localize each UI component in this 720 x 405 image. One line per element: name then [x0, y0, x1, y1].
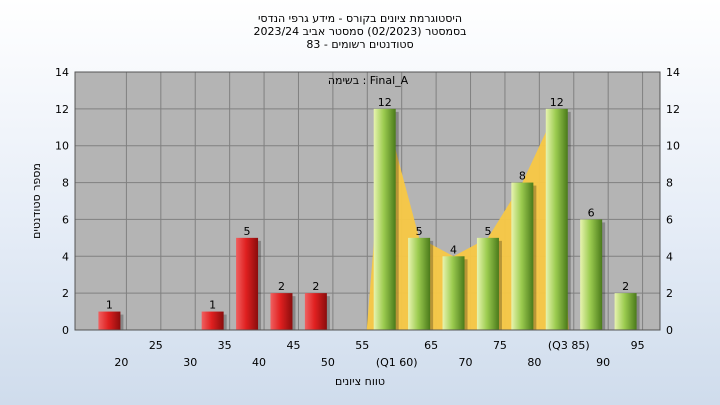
data-label-85: 12	[550, 96, 564, 109]
data-label-70: 4	[450, 243, 457, 256]
x-tick-lower: 30	[183, 356, 197, 369]
y-tick-left: 12	[55, 103, 69, 116]
y-tick-right: 10	[666, 140, 680, 153]
y-tick-left: 6	[62, 213, 69, 226]
x-tick-upper: 55	[355, 339, 369, 352]
bar-45	[270, 293, 293, 330]
y-tick-left: 4	[62, 250, 69, 263]
x-axis-label: טווח ציונים	[335, 375, 385, 388]
y-axis-label: מספר סטודנטים	[30, 163, 43, 239]
y-axis-right-ticks: 0 2 4 6 8 10 12 14	[666, 66, 680, 337]
bar-60	[373, 108, 396, 330]
data-label-75: 5	[484, 225, 491, 238]
data-labels-layer: 1 1 5 2 2 12 5 4 5 8 12 6 2	[106, 96, 629, 312]
x-tick-upper: 25	[149, 339, 163, 352]
data-label-35: 1	[209, 299, 216, 312]
x-tick-upper: 35	[218, 339, 232, 352]
plot-border	[74, 71, 661, 331]
chart-title-line-1: היסטוגרמת ציונים בקורס - מידע גרפי הנדסי	[258, 12, 462, 25]
y-axis-left-ticks: 0 2 4 6 8 10 12 14	[55, 66, 69, 337]
y-tick-left: 10	[55, 140, 69, 153]
x-tick-lower: 70	[459, 356, 473, 369]
y-tick-left: 8	[62, 177, 69, 190]
chart-title-line-3: 83 - סטודנטים רשומים	[306, 38, 413, 51]
bar-70	[442, 256, 465, 330]
bar-75	[476, 237, 499, 330]
bar-50	[304, 293, 327, 330]
data-label-45: 2	[278, 280, 285, 293]
y-tick-left: 2	[62, 287, 69, 300]
y-tick-left: 14	[55, 66, 69, 79]
x-tick-upper: (Q3 85)	[548, 339, 590, 352]
x-tick-upper: 75	[493, 339, 507, 352]
y-tick-right: 14	[666, 66, 680, 79]
x-tick-lower: 80	[527, 356, 541, 369]
bars-layer	[98, 108, 640, 330]
x-tick-lower: 40	[252, 356, 266, 369]
y-tick-right: 12	[666, 103, 680, 116]
data-label-20: 1	[106, 299, 113, 312]
data-label-90: 6	[588, 206, 595, 219]
x-tick-lower: (Q1 60)	[376, 356, 418, 369]
y-tick-right: 4	[666, 250, 673, 263]
data-label-80: 8	[519, 170, 526, 183]
data-label-65: 5	[416, 225, 423, 238]
y-tick-left: 0	[62, 324, 69, 337]
x-tick-upper: 65	[424, 339, 438, 352]
data-label-40: 5	[244, 225, 251, 238]
y-tick-right: 2	[666, 287, 673, 300]
y-tick-right: 0	[666, 324, 673, 337]
bar-85	[545, 108, 568, 330]
y-tick-right: 6	[666, 213, 673, 226]
data-label-50: 2	[312, 280, 319, 293]
x-tick-lower: 20	[114, 356, 128, 369]
y-tick-right: 8	[666, 177, 673, 190]
x-tick-lower: 50	[321, 356, 335, 369]
bar-35	[201, 311, 224, 330]
bar-40	[236, 237, 259, 330]
data-label-95: 2	[622, 280, 629, 293]
x-tick-upper: 45	[286, 339, 300, 352]
x-axis-ticks: 25 35 45 55 65 75 (Q3 85) 95 20 30 40 50 (Q1 60) 70 80…	[114, 339, 644, 369]
x-tick-lower: 90	[596, 356, 610, 369]
data-label-60: 12	[378, 96, 392, 109]
bar-80	[511, 182, 534, 330]
bar-95	[614, 293, 637, 330]
bar-65	[408, 237, 431, 330]
chart-annotation: בשימה : Final_A	[328, 74, 409, 87]
bar-20	[98, 311, 121, 330]
x-tick-upper: 95	[631, 339, 645, 352]
chart-title-line-2: בסמסטר (02/2023) סמסטר אביב 2023/24	[253, 25, 466, 38]
bar-90	[580, 219, 603, 330]
